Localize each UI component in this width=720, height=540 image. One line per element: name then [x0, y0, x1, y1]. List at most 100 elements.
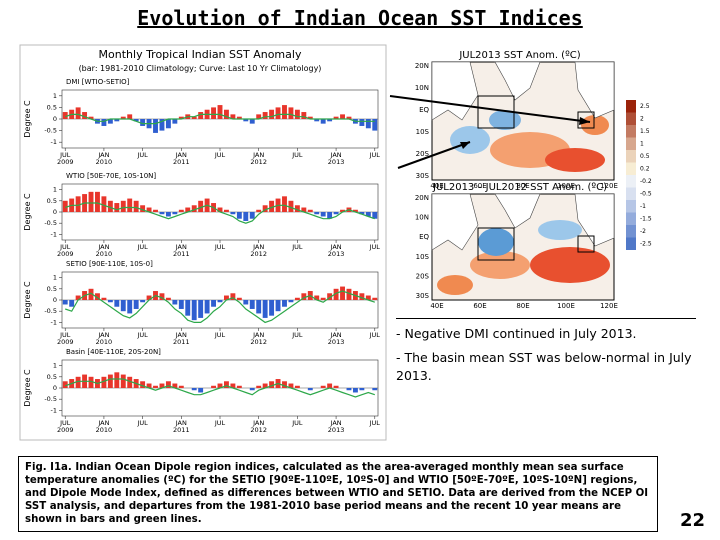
bar	[262, 112, 268, 119]
bar	[95, 293, 100, 300]
map-title: JUL2013 – JUL2012 SST Anom. (ºC)	[432, 182, 607, 193]
bar	[359, 119, 365, 126]
arrow-head	[460, 142, 470, 149]
bar	[249, 300, 255, 309]
bar	[333, 288, 339, 300]
mean-line	[64, 113, 375, 125]
y-tick-label: 0	[53, 208, 57, 216]
map-shade	[581, 115, 609, 135]
bar	[153, 119, 158, 133]
bar	[372, 212, 378, 219]
bar	[101, 376, 107, 388]
bar	[62, 112, 68, 119]
bar	[159, 119, 165, 131]
bar	[107, 119, 113, 124]
bar	[294, 109, 300, 119]
y-tick-label: 0.5	[47, 373, 57, 381]
lon-label: 100E	[557, 302, 575, 310]
bar	[301, 293, 307, 300]
bar	[120, 116, 126, 119]
map-shade	[478, 228, 514, 256]
arrow-head	[579, 117, 590, 125]
bar	[107, 300, 113, 303]
bar	[75, 107, 81, 119]
bar	[365, 295, 371, 300]
x-tick-label: JUL	[291, 419, 303, 427]
x-tick-label: JUL	[136, 243, 148, 251]
x-tick-label: JAN 2010	[96, 419, 113, 434]
bar	[120, 300, 126, 312]
bar	[249, 119, 255, 124]
bar	[217, 300, 223, 303]
map-shade	[489, 110, 521, 130]
lon-label: 100E	[557, 182, 575, 190]
bar	[262, 205, 268, 212]
x-tick-label: JUL	[214, 419, 226, 427]
lat-label: 10N	[415, 214, 429, 222]
map-shade	[437, 275, 473, 295]
bar	[262, 383, 268, 388]
bar	[333, 212, 339, 215]
colorbar-swatch	[626, 100, 636, 113]
bar	[301, 112, 307, 119]
bar	[269, 300, 275, 316]
x-tick-label: JUL	[291, 151, 303, 159]
lon-label: 80E	[516, 302, 529, 310]
colorbar-label: 1	[640, 140, 644, 147]
x-tick-label: JAN 2013	[328, 419, 345, 434]
y-tick-label: -1	[51, 138, 57, 146]
bar	[275, 300, 281, 312]
lon-label: 120E	[600, 302, 618, 310]
x-tick-label: JUL	[214, 243, 226, 251]
bar	[127, 198, 133, 212]
bar	[301, 207, 307, 212]
bar	[294, 297, 300, 300]
bar	[172, 119, 178, 124]
bar	[288, 200, 294, 212]
lon-label: 60E	[473, 302, 486, 310]
bar	[101, 119, 107, 126]
bar	[146, 207, 152, 212]
bar	[133, 300, 139, 309]
chart-title: Basin [40E-110E, 20S-20N]	[66, 348, 161, 356]
bar	[69, 300, 75, 307]
map-shade	[545, 148, 605, 172]
bar	[230, 114, 236, 119]
panel-subtitle: (bar: 1981-2010 Climatology; Curve: Last…	[79, 64, 322, 73]
y-tick-label: 0.5	[47, 197, 57, 205]
bar	[120, 374, 126, 388]
y-tick-label: -1	[51, 318, 57, 326]
lon-label: 40E	[430, 182, 443, 190]
lat-label: 10N	[415, 84, 429, 92]
colorbar-swatch	[626, 200, 636, 213]
x-tick-label: JAN 2010	[96, 151, 113, 166]
x-tick-label: JAN 2013	[328, 331, 345, 346]
bar	[211, 385, 217, 388]
note: - Negative DMI continued in July 2013.	[396, 326, 637, 341]
bar	[88, 116, 94, 119]
bar	[282, 300, 287, 307]
map-box	[477, 227, 515, 261]
bar	[269, 200, 275, 212]
map-box	[577, 235, 595, 253]
lat-label: 30S	[416, 292, 430, 300]
x-tick-label: JAN 2010	[96, 243, 113, 258]
colorbar-swatch	[626, 237, 636, 250]
y-tick-label: -1	[51, 230, 57, 238]
bar	[178, 209, 184, 212]
bar	[88, 376, 94, 388]
x-tick-label: JAN 2011	[173, 243, 190, 258]
lat-label: 10S	[416, 128, 430, 136]
bar	[288, 300, 294, 303]
bar	[172, 212, 178, 215]
colorbar-swatch	[626, 225, 636, 238]
bar	[282, 105, 287, 119]
y-axis-label: Degree C	[23, 281, 32, 319]
bar	[372, 388, 378, 391]
bar	[140, 300, 146, 303]
bar	[62, 300, 68, 305]
lat-label: 10S	[416, 253, 430, 261]
bar	[256, 300, 262, 314]
